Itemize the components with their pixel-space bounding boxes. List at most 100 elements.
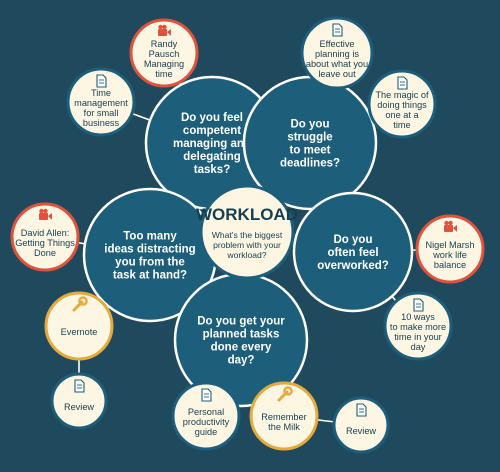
resource-circle <box>367 69 437 139</box>
hub-subtitle-line: problem with your <box>213 240 281 250</box>
video-camera-icon <box>39 208 52 220</box>
node-text-line: The magic of <box>375 90 429 100</box>
document-icon <box>397 76 408 90</box>
node-text-line: for small <box>84 108 119 118</box>
node-text-line: delegating <box>183 151 241 163</box>
node-text-line: productivity <box>183 417 230 427</box>
resource-circle <box>129 18 199 88</box>
resource-circle <box>383 291 453 361</box>
node-text-line: to make more <box>390 322 446 332</box>
node-text-line: Effective <box>319 39 354 49</box>
node-text-line: Review <box>64 402 94 412</box>
question-circle <box>292 191 414 313</box>
node-text-line: 10 ways <box>401 312 435 322</box>
video-camera-icon <box>158 24 171 36</box>
node-text-line: David Allen: <box>21 228 70 238</box>
node-text-line: the Milk <box>268 422 300 432</box>
node-text-line: day <box>411 342 426 352</box>
node-text-line: Do you <box>334 234 373 246</box>
hub-subtitle-line: What's the biggest <box>212 230 283 240</box>
node-text-line: Done <box>34 248 56 258</box>
document-icon <box>74 379 85 393</box>
node-text-line: Nigel Marsh <box>425 240 474 250</box>
wrench-icon <box>72 296 88 312</box>
node-text-line: day? <box>228 355 255 367</box>
node-text-line: struggle <box>287 132 332 144</box>
resource-circle <box>171 381 241 451</box>
resource-circle <box>44 291 114 361</box>
document-icon <box>356 403 367 417</box>
node-text-line: Remember <box>261 412 306 422</box>
node-text-line: Too many <box>123 231 177 243</box>
resource-node-review2[interactable]: Review <box>332 396 390 454</box>
node-text-line: deadlines? <box>280 158 340 170</box>
node-text-line: Managing <box>144 59 184 69</box>
wrench-icon <box>277 386 293 402</box>
resource-node-review1[interactable]: Review <box>50 372 108 430</box>
resource-circle <box>332 396 390 454</box>
node-text-line: competent <box>183 125 241 137</box>
node-text-line: planned tasks <box>203 329 280 341</box>
node-text-line: Time <box>91 88 111 98</box>
resource-circle <box>10 202 80 272</box>
resource-circle <box>300 16 374 90</box>
node-text-line: management <box>74 98 128 108</box>
resource-circle <box>249 381 319 451</box>
node-text-line: Do you <box>291 119 330 131</box>
resource-nodes: RandyPauschManagingtimeTimemanagementfor… <box>10 16 485 454</box>
node-text-line: balance <box>434 260 466 270</box>
node-text-line: Review <box>346 426 376 436</box>
node-text-line: often feel <box>327 247 378 259</box>
node-text-line: planning is <box>315 49 359 59</box>
hub-subtitle-line: workload? <box>226 250 266 260</box>
node-text-line: guide <box>195 427 217 437</box>
node-text-line: about what you <box>306 59 368 69</box>
node-text-line: task at hand? <box>113 270 187 282</box>
document-icon <box>96 74 107 88</box>
node-text-line: leave out <box>318 69 356 79</box>
node-text-line: work life <box>432 250 467 260</box>
resource-circle <box>50 372 108 430</box>
node-text-line: overworked? <box>317 260 389 272</box>
document-icon <box>332 23 343 37</box>
node-text-line: you from the <box>115 257 185 269</box>
node-text-line: Do you get your <box>197 316 285 328</box>
node-text-line: doing things <box>377 100 427 110</box>
node-text-line: time in your <box>394 332 442 342</box>
document-icon <box>201 388 212 402</box>
node-text-line: Evernote <box>61 327 98 337</box>
video-camera-icon <box>444 220 457 232</box>
hub-circle <box>199 184 295 280</box>
node-text-line: Getting Things <box>15 238 75 248</box>
resource-circle <box>415 214 485 284</box>
resource-circle <box>66 67 136 137</box>
node-text-line: business <box>83 118 120 128</box>
node-text-line: one at a <box>385 110 419 120</box>
node-text-line: to meet <box>290 145 331 157</box>
node-text-line: Pausch <box>149 49 180 59</box>
node-text-line: Personal <box>188 407 224 417</box>
resource-node-evernote[interactable]: Evernote <box>44 291 114 361</box>
node-text-line: time <box>155 69 172 79</box>
node-text-line: Randy <box>151 39 178 49</box>
hub-title: WORKLOAD <box>196 205 298 224</box>
document-icon <box>413 298 424 312</box>
node-text-line: done every <box>211 342 272 354</box>
node-text-line: tasks? <box>194 164 230 176</box>
